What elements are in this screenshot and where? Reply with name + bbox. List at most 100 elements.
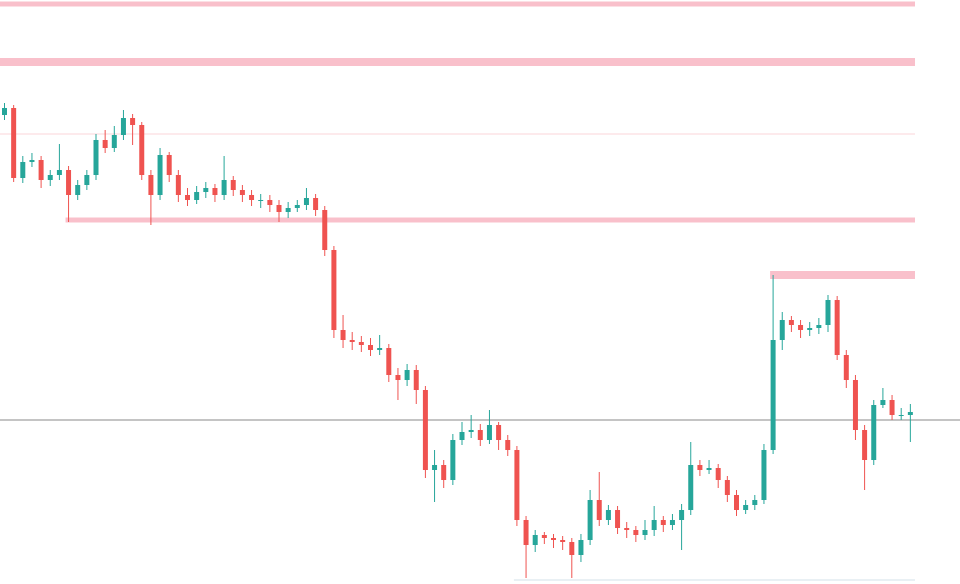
candle-body bbox=[779, 320, 785, 340]
candle-body bbox=[175, 175, 181, 195]
candle-body bbox=[313, 198, 319, 210]
candle-body bbox=[75, 185, 81, 195]
candle-body bbox=[569, 542, 575, 555]
candle-body bbox=[907, 412, 913, 415]
candle-body bbox=[834, 300, 840, 355]
candle-body bbox=[770, 340, 776, 450]
candle-body bbox=[157, 155, 163, 195]
candle-body bbox=[523, 520, 529, 545]
candle-body bbox=[752, 500, 758, 505]
candle-body bbox=[11, 108, 17, 178]
candle-body bbox=[413, 370, 419, 390]
candle-body bbox=[633, 530, 639, 535]
candle-body bbox=[2, 108, 7, 115]
candle-body bbox=[596, 500, 602, 520]
candle-body bbox=[404, 370, 410, 380]
candle-body bbox=[688, 465, 694, 510]
candle-body bbox=[276, 205, 282, 212]
candle-body bbox=[294, 205, 300, 208]
candle-body bbox=[651, 520, 657, 530]
candle-body bbox=[679, 510, 685, 520]
candle-body bbox=[148, 175, 154, 195]
candle-body bbox=[185, 195, 190, 200]
candle-body bbox=[615, 510, 621, 528]
candle-body bbox=[56, 170, 62, 175]
candle-body bbox=[450, 440, 456, 480]
candle-body bbox=[734, 495, 739, 510]
candle-body bbox=[843, 355, 849, 380]
candle-body bbox=[862, 430, 868, 460]
candle-body bbox=[267, 200, 273, 205]
candle-body bbox=[166, 155, 172, 175]
candle-body bbox=[852, 380, 858, 430]
candle-body bbox=[560, 540, 566, 542]
candle-body bbox=[20, 162, 26, 178]
candle-body bbox=[358, 342, 364, 345]
candle-body bbox=[587, 500, 593, 540]
candle-body bbox=[38, 160, 44, 180]
candle-body bbox=[505, 440, 511, 450]
candle-body bbox=[715, 468, 721, 480]
candle-body bbox=[368, 345, 373, 350]
candle-body bbox=[477, 430, 483, 440]
candle-body bbox=[697, 465, 703, 470]
candle-body bbox=[386, 348, 392, 375]
candle-body bbox=[84, 175, 90, 185]
candle-body bbox=[816, 325, 822, 328]
candle-body bbox=[120, 118, 126, 135]
candle-body bbox=[898, 415, 904, 416]
candle-body bbox=[761, 450, 767, 500]
candle-body bbox=[349, 340, 355, 342]
candle-body bbox=[230, 180, 236, 190]
candle-body bbox=[377, 348, 383, 350]
candle-body bbox=[514, 450, 520, 520]
candle-body bbox=[889, 400, 895, 415]
candle-body bbox=[798, 325, 804, 330]
candle-body bbox=[331, 250, 337, 330]
candle-body bbox=[203, 188, 209, 192]
candle-body bbox=[47, 175, 53, 180]
candle-body bbox=[432, 465, 438, 470]
candle-body bbox=[303, 198, 309, 205]
candle-body bbox=[459, 432, 465, 440]
candle-body bbox=[706, 468, 712, 470]
candle-body bbox=[93, 140, 99, 175]
candle-body bbox=[880, 400, 886, 405]
candle-body bbox=[441, 465, 447, 480]
candle-body bbox=[395, 375, 401, 380]
candle-body bbox=[29, 160, 35, 162]
candle-body bbox=[102, 140, 108, 148]
candle-body bbox=[551, 538, 556, 540]
candle-body bbox=[724, 480, 730, 495]
candle-body bbox=[111, 135, 117, 148]
candle-body bbox=[788, 320, 794, 325]
candle-body bbox=[221, 180, 227, 195]
candle-body bbox=[669, 520, 675, 525]
candle-body bbox=[130, 118, 136, 125]
candle-body bbox=[212, 188, 218, 195]
candle-body bbox=[532, 535, 538, 545]
candle-body bbox=[871, 405, 877, 460]
candle-body bbox=[807, 328, 813, 330]
candle-body bbox=[642, 530, 648, 535]
candle-body bbox=[285, 208, 291, 212]
candle-body bbox=[578, 540, 584, 555]
candle-body bbox=[541, 535, 547, 538]
candle-body bbox=[139, 125, 145, 175]
candle-body bbox=[486, 425, 492, 440]
candle-body bbox=[422, 390, 428, 470]
candle-body bbox=[660, 520, 666, 525]
candle-body bbox=[66, 170, 72, 195]
candle-body bbox=[194, 192, 200, 200]
candle-body bbox=[239, 190, 245, 195]
candle-body bbox=[743, 505, 749, 510]
candle-body bbox=[258, 200, 264, 201]
candle-body bbox=[825, 300, 831, 325]
candle-body bbox=[322, 210, 328, 250]
candle-body bbox=[496, 425, 502, 440]
candle-body bbox=[340, 330, 346, 340]
candle-body bbox=[624, 528, 630, 530]
candle-body bbox=[605, 510, 611, 520]
